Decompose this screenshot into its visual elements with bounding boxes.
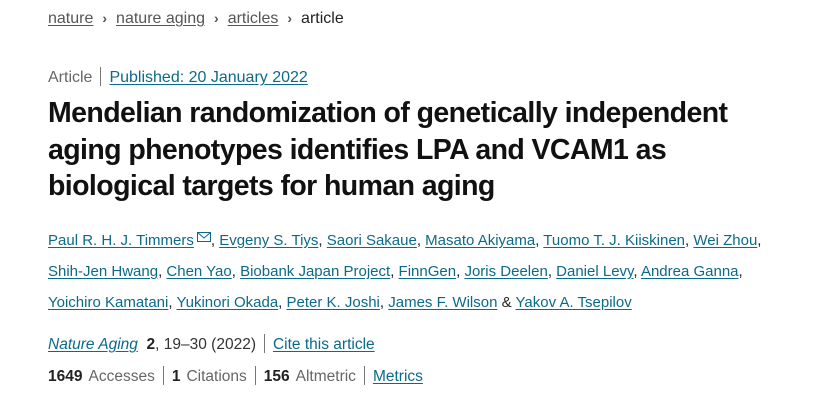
author-list: Paul R. H. J. Timmers, Evgeny S. Tiys, S… (48, 232, 762, 311)
breadcrumb-nature[interactable]: nature (48, 10, 94, 27)
author-link[interactable]: Joris Deelen (464, 263, 548, 280)
journal-link[interactable]: Nature Aging (48, 336, 138, 353)
accesses-count: 1649 (48, 368, 83, 385)
breadcrumb-articles[interactable]: articles (227, 10, 279, 27)
author-link[interactable]: Peter K. Joshi (286, 294, 380, 311)
divider (100, 67, 102, 86)
accesses-label: Accesses (88, 368, 155, 385)
author-link[interactable]: James F. Wilson (388, 294, 498, 311)
citations-label: Citations (186, 368, 247, 385)
divider (363, 366, 365, 385)
title-line: biological targets for human aging (48, 170, 495, 202)
author-link[interactable]: Yoichiro Kamatani (48, 294, 169, 311)
author-link[interactable]: FinnGen (398, 263, 457, 280)
citation-info: Nature Aging 2, 19–30 (2022) Cite this ar… (48, 334, 375, 354)
divider (162, 366, 164, 385)
author-link[interactable]: Yukinori Okada (176, 294, 279, 311)
cite-article-link[interactable]: Cite this article (272, 336, 375, 353)
citations-count: 1 (171, 368, 181, 385)
author-link[interactable]: Evgeny S. Tiys (219, 232, 319, 249)
author-link[interactable]: Saori Sakaue (326, 232, 417, 249)
article-meta: Article Published: 20 January 2022 (48, 67, 308, 87)
author-link[interactable]: Paul R. H. J. Timmers (48, 232, 194, 249)
author-link[interactable]: Tuomo T. J. Kiiskinen (543, 232, 686, 249)
article-type: Article (48, 69, 93, 86)
metrics-link[interactable]: Metrics (372, 368, 423, 385)
article-metrics: 1649 Accesses 1 Citations 156 Altmetric Metric… (48, 366, 423, 386)
title-line: aging phenotypes identifies LPA and VCAM… (48, 133, 667, 166)
author-link[interactable]: Andrea Ganna (640, 263, 739, 280)
author-link[interactable]: Shih-Jen Hwang (48, 263, 159, 280)
divider (263, 334, 265, 353)
divider (254, 366, 256, 385)
altmetric-label: Altmetric (295, 368, 356, 385)
chevron-right-icon: › (102, 10, 108, 26)
envelope-icon[interactable] (196, 232, 211, 242)
pages: , 19–30 (2022) (155, 336, 256, 353)
breadcrumb-current: article (301, 10, 344, 27)
page-title: Mendelian randomization of genetically i… (48, 95, 728, 205)
author-link[interactable]: Chen Yao (166, 263, 232, 280)
breadcrumb-nature-aging[interactable]: nature aging (116, 10, 206, 27)
author-link[interactable]: Biobank Japan Project (240, 263, 391, 280)
altmetric-count: 156 (263, 368, 290, 385)
author-link[interactable]: Wei Zhou (693, 232, 758, 249)
breadcrumb: nature › nature aging › articles › article (48, 10, 344, 28)
author-link[interactable]: Yakov A. Tsepilov (515, 294, 632, 311)
volume: 2 (146, 336, 156, 353)
author-link[interactable]: Masato Akiyama (425, 232, 536, 249)
chevron-right-icon: › (214, 10, 219, 26)
author-link[interactable]: Daniel Levy (556, 263, 634, 280)
published-date-link[interactable]: Published: 20 January 2022 (109, 69, 308, 86)
chevron-right-icon: › (287, 10, 293, 26)
title-line: Mendelian randomization of genetically i… (48, 97, 728, 129)
